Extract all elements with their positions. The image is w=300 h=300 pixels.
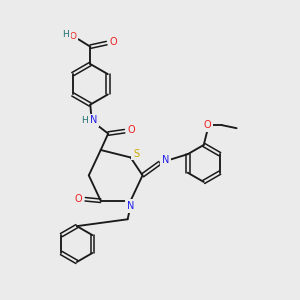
- Text: N: N: [162, 155, 169, 165]
- Text: O: O: [203, 120, 211, 130]
- Text: O: O: [128, 125, 135, 135]
- Text: S: S: [133, 148, 139, 159]
- Text: O: O: [75, 194, 83, 204]
- Text: O: O: [110, 37, 117, 46]
- Text: H: H: [62, 30, 69, 39]
- Text: N: N: [90, 116, 97, 125]
- Text: O: O: [70, 32, 76, 41]
- Text: N: N: [127, 201, 134, 211]
- Text: H: H: [82, 116, 88, 125]
